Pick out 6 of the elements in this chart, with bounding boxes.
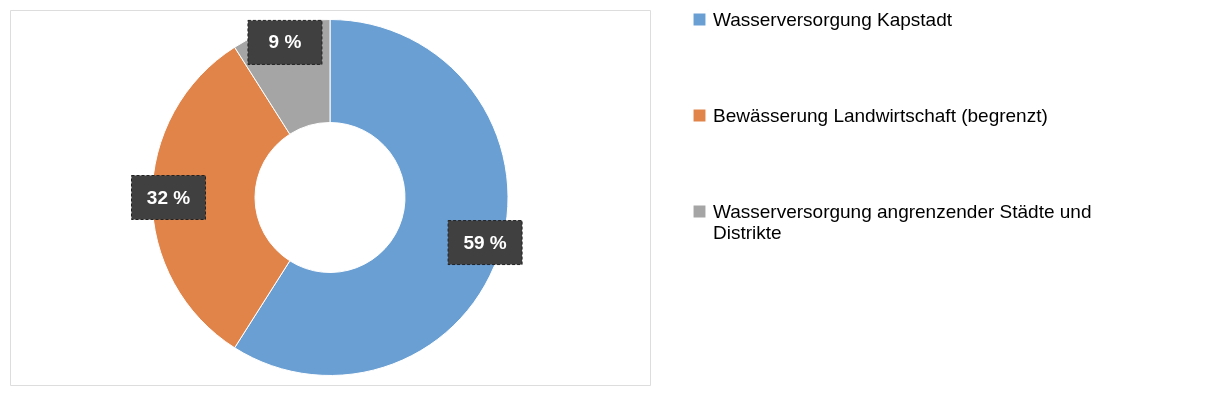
data-label: 32 % [146,186,191,208]
legend-label: Bewässerung Landwirtschaft (begrenzt) [713,104,1048,126]
data-label: 59 % [463,231,507,253]
data-label: 9 % [268,31,302,53]
legend-label: Wasserversorgung Kapstadt [713,8,953,30]
legend-label: Wasserversorgung angrenzender Städte und Distrikte [713,200,1092,243]
